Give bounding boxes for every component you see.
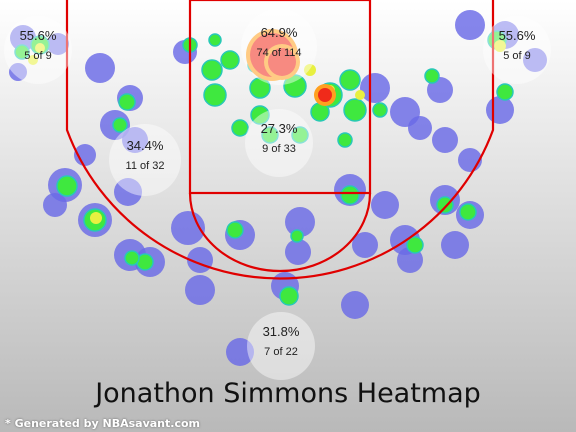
heat-blob-low-5 bbox=[523, 48, 547, 72]
heat-blob-mid-4 bbox=[112, 117, 128, 133]
heat-blob-mid-16 bbox=[261, 126, 279, 144]
heat-blob-mid-7 bbox=[203, 83, 227, 107]
heat-blob-mid-12 bbox=[343, 98, 367, 122]
zone-circle-paint bbox=[245, 109, 313, 177]
heat-blob-low-1 bbox=[47, 33, 69, 55]
heat-blob-high-0 bbox=[90, 212, 102, 224]
heat-blob-mid-23 bbox=[436, 196, 454, 214]
heat-blob-mid-21 bbox=[406, 236, 424, 254]
heat-blob-low-32 bbox=[486, 96, 514, 124]
heat-blob-low-21 bbox=[285, 207, 315, 237]
heat-blob-low-18 bbox=[114, 178, 142, 206]
heat-blobs bbox=[9, 10, 547, 366]
heat-blob-mid-6 bbox=[220, 50, 240, 70]
heat-blob-hot-2 bbox=[318, 88, 332, 102]
heat-blob-mid-9 bbox=[283, 74, 307, 98]
heat-blob-low-35 bbox=[185, 275, 215, 305]
zone-circle-left-wing-midrange bbox=[109, 124, 181, 196]
chart-title: Jonathon Simmons Heatmap bbox=[95, 378, 481, 409]
heat-blob-mid-5 bbox=[201, 59, 223, 81]
heat-blob-low-24 bbox=[371, 191, 399, 219]
heat-blob-low-0 bbox=[10, 25, 36, 51]
zone-circle-top-of-key-three bbox=[247, 312, 315, 380]
heat-blob-mid-20 bbox=[290, 229, 304, 243]
heat-blob-low-31 bbox=[432, 127, 458, 153]
heat-blob-low-10 bbox=[360, 73, 390, 103]
heat-blob-mid-18 bbox=[340, 185, 360, 205]
paint-box bbox=[188, 0, 372, 195]
free-throw-arc bbox=[188, 192, 372, 273]
heat-blob-low-13 bbox=[408, 116, 432, 140]
heat-blob-mid-25 bbox=[124, 250, 140, 266]
heat-blob-low-40 bbox=[122, 127, 148, 153]
heat-blob-mid-22 bbox=[459, 203, 477, 221]
credit-text: * Generated by NBAsavant.com bbox=[5, 417, 200, 430]
heat-blob-mid-17 bbox=[291, 126, 309, 144]
heat-blob-low-37 bbox=[341, 291, 369, 319]
heat-blob-high-2 bbox=[28, 55, 38, 65]
zone-circle-right-corner-three bbox=[483, 16, 551, 84]
zone-circles bbox=[4, 9, 551, 380]
heat-blob-hot-1 bbox=[268, 48, 296, 76]
heat-blob-high-1 bbox=[35, 43, 45, 53]
heat-blob-mid-28 bbox=[279, 286, 299, 306]
zone-circle-restricted-area bbox=[241, 9, 317, 85]
heat-blob-low-6 bbox=[85, 53, 115, 83]
heat-blob-low-3 bbox=[455, 10, 485, 40]
heat-blob-mid-19 bbox=[226, 221, 244, 239]
heat-blob-low-25 bbox=[352, 232, 378, 258]
heat-blob-mid-11 bbox=[339, 69, 361, 91]
heat-blob-mid-29 bbox=[496, 83, 514, 101]
heat-blob-mid-33 bbox=[337, 132, 353, 148]
heat-blob-mid-31 bbox=[372, 102, 388, 118]
heat-blob-high-3 bbox=[494, 40, 506, 52]
court-lines bbox=[65, 0, 495, 280]
heat-blob-mid-1 bbox=[14, 44, 30, 60]
heat-blob-low-17 bbox=[43, 193, 67, 217]
heat-blob-mid-14 bbox=[250, 105, 270, 125]
zone-circle-left-corner-three bbox=[4, 16, 72, 84]
heat-blob-mid-30 bbox=[424, 68, 440, 84]
heat-blob-low-22 bbox=[285, 239, 311, 265]
heat-blob-low-38 bbox=[226, 338, 254, 366]
heat-blob-mid-26 bbox=[56, 175, 78, 197]
heat-blob-high-4 bbox=[355, 90, 365, 100]
heat-blob-mid-3 bbox=[118, 93, 136, 111]
three-point-line bbox=[65, 0, 495, 280]
heat-blob-mid-34 bbox=[208, 33, 222, 47]
heat-blob-high-6 bbox=[304, 64, 316, 76]
heat-blob-mid-15 bbox=[231, 119, 249, 137]
heat-blob-low-14 bbox=[74, 144, 96, 166]
heat-blob-low-30 bbox=[441, 231, 469, 259]
heat-blob-low-2 bbox=[9, 63, 27, 81]
